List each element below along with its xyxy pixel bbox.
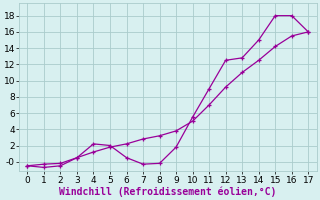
X-axis label: Windchill (Refroidissement éolien,°C): Windchill (Refroidissement éolien,°C) — [59, 186, 276, 197]
